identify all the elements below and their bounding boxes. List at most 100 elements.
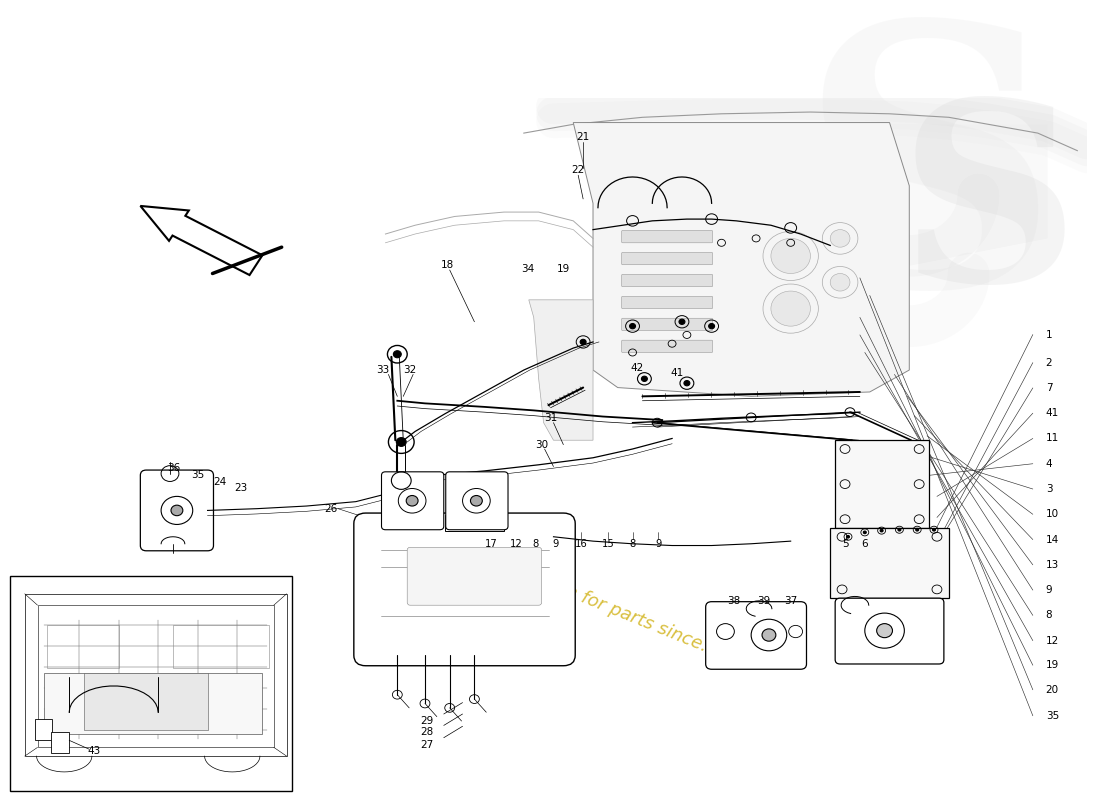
Text: 15: 15 <box>602 538 614 549</box>
Text: 40: 40 <box>487 513 500 522</box>
Text: 25: 25 <box>527 571 540 582</box>
Text: 35: 35 <box>1046 710 1059 721</box>
Text: 5: 5 <box>842 538 848 549</box>
Text: 42: 42 <box>631 363 645 374</box>
Text: 27: 27 <box>420 740 433 750</box>
Text: 13: 13 <box>1046 560 1059 570</box>
Text: 19: 19 <box>557 264 570 274</box>
FancyBboxPatch shape <box>835 598 944 664</box>
Text: 29: 29 <box>420 716 433 726</box>
Text: 6: 6 <box>861 538 868 549</box>
FancyBboxPatch shape <box>621 318 713 330</box>
Text: 43: 43 <box>87 746 100 756</box>
Text: 20: 20 <box>1046 685 1059 694</box>
Circle shape <box>580 339 586 345</box>
Circle shape <box>684 381 690 386</box>
Text: 39: 39 <box>758 596 771 606</box>
Circle shape <box>629 323 636 329</box>
Polygon shape <box>44 673 262 734</box>
FancyBboxPatch shape <box>10 576 292 791</box>
Text: 9: 9 <box>656 538 661 549</box>
Text: 4: 4 <box>1046 458 1053 469</box>
Circle shape <box>396 438 406 446</box>
Circle shape <box>877 624 892 638</box>
Text: 24: 24 <box>212 478 226 487</box>
Circle shape <box>394 350 402 358</box>
Text: 1: 1 <box>1046 330 1053 339</box>
Text: 17: 17 <box>485 538 497 549</box>
FancyBboxPatch shape <box>621 340 713 353</box>
Text: 9: 9 <box>552 538 559 549</box>
FancyBboxPatch shape <box>34 719 53 740</box>
Circle shape <box>708 323 715 329</box>
Text: a passion for parts since...: a passion for parts since... <box>494 554 720 660</box>
Text: 37: 37 <box>784 596 798 606</box>
FancyBboxPatch shape <box>141 470 213 550</box>
Text: 28: 28 <box>420 727 433 738</box>
Circle shape <box>933 529 935 531</box>
Text: 33: 33 <box>376 365 389 375</box>
FancyBboxPatch shape <box>621 230 713 242</box>
Circle shape <box>762 629 776 641</box>
Text: 3: 3 <box>1046 484 1053 494</box>
Text: 30: 30 <box>535 440 548 450</box>
Text: 26: 26 <box>324 504 338 514</box>
Text: 16: 16 <box>575 538 587 549</box>
Polygon shape <box>835 440 930 528</box>
Text: 18: 18 <box>441 260 454 270</box>
FancyBboxPatch shape <box>621 296 713 309</box>
FancyBboxPatch shape <box>444 515 504 530</box>
Text: S: S <box>799 10 1059 361</box>
Polygon shape <box>84 673 208 730</box>
Text: 35: 35 <box>191 470 205 480</box>
Circle shape <box>830 274 850 291</box>
Text: 11: 11 <box>1046 434 1059 443</box>
Text: 38: 38 <box>727 596 740 606</box>
Circle shape <box>847 535 849 538</box>
FancyBboxPatch shape <box>407 547 541 605</box>
FancyBboxPatch shape <box>446 472 508 530</box>
Text: 19: 19 <box>1046 660 1059 670</box>
Text: 8: 8 <box>629 538 636 549</box>
Text: 22: 22 <box>572 165 585 175</box>
Circle shape <box>170 505 183 516</box>
FancyBboxPatch shape <box>621 253 713 265</box>
Text: 21: 21 <box>576 133 590 142</box>
Text: 32: 32 <box>404 365 417 375</box>
FancyBboxPatch shape <box>382 472 443 530</box>
Text: 41: 41 <box>670 368 683 378</box>
Polygon shape <box>573 122 910 396</box>
Circle shape <box>771 291 811 326</box>
Circle shape <box>471 495 482 506</box>
Polygon shape <box>603 124 1047 326</box>
Circle shape <box>898 529 901 531</box>
Text: 12: 12 <box>1046 636 1059 646</box>
Text: 8: 8 <box>532 538 539 549</box>
Text: 9: 9 <box>1046 585 1053 595</box>
Text: 31: 31 <box>543 414 557 423</box>
Circle shape <box>679 319 685 324</box>
Circle shape <box>915 529 918 531</box>
Text: 7: 7 <box>1046 383 1053 393</box>
Text: 12: 12 <box>509 538 522 549</box>
Circle shape <box>406 495 418 506</box>
Circle shape <box>771 238 811 274</box>
Polygon shape <box>830 528 949 598</box>
Circle shape <box>641 376 648 382</box>
Text: 34: 34 <box>521 264 535 274</box>
Text: 41: 41 <box>1046 408 1059 418</box>
Circle shape <box>830 230 850 247</box>
FancyBboxPatch shape <box>52 731 69 753</box>
Circle shape <box>880 530 883 532</box>
FancyBboxPatch shape <box>706 602 806 670</box>
Circle shape <box>864 531 867 534</box>
Text: 23: 23 <box>234 483 248 494</box>
Text: 36: 36 <box>167 463 180 474</box>
Text: 2: 2 <box>1046 358 1053 368</box>
Polygon shape <box>529 300 593 440</box>
Text: 8: 8 <box>1046 610 1053 620</box>
Text: 14: 14 <box>1046 534 1059 545</box>
Text: S: S <box>898 91 1079 333</box>
Text: 10: 10 <box>1046 510 1059 519</box>
FancyBboxPatch shape <box>621 274 713 286</box>
